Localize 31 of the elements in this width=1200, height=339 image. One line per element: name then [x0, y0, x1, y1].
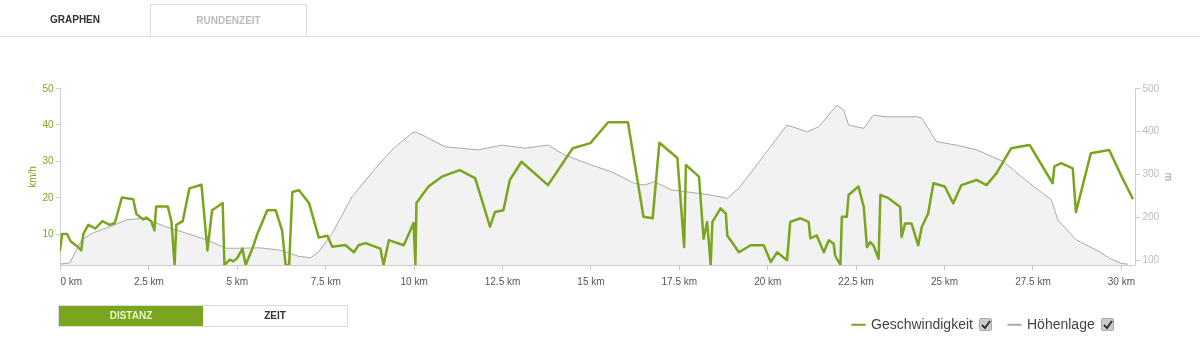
y-tick-label: 10	[42, 228, 54, 240]
y-tick-label: 40	[42, 118, 54, 130]
legend-label: Geschwindigkeit	[871, 315, 974, 332]
y-tick-label: 20	[42, 191, 54, 203]
y2-tick-label: 300	[1142, 168, 1160, 180]
y-tick-label: 50	[42, 82, 54, 94]
text: RUNDENZEIT	[150, 4, 307, 35]
x-tick-label: 5 km	[226, 275, 249, 287]
x-tick-label: 20 km	[754, 275, 782, 287]
y2-axis-title: m	[1163, 172, 1175, 182]
y2-tick-label: 500	[1142, 82, 1160, 94]
text: ZEIT	[263, 309, 287, 323]
x-tick-label: 10 km	[400, 275, 428, 287]
x-tick-label: 30 km	[1107, 275, 1135, 287]
x-tick-label: 7.5 km	[310, 275, 341, 287]
x-tick-label: 17.5 km	[661, 275, 698, 287]
y2-tick-label: 400	[1142, 125, 1160, 137]
y2-tick-label: 100	[1142, 254, 1160, 266]
x-tick-label: 0 km	[60, 275, 83, 287]
y2-tick-label: 200	[1142, 211, 1160, 223]
y-tick-label: 30	[42, 155, 54, 167]
x-tick-label: 27.5 km	[1015, 275, 1051, 287]
legend-label: Höhenlage	[1027, 315, 1095, 332]
text: DISTANZ	[59, 306, 203, 326]
y-axis-title: km/h	[27, 166, 39, 188]
x-tick-label: 22.5 km	[838, 275, 874, 287]
x-tick-label: 12.5 km	[484, 275, 521, 287]
x-tick-label: 15 km	[577, 275, 605, 287]
text: GRAPHEN	[0, 4, 150, 36]
x-tick-label: 25 km	[930, 275, 959, 287]
x-tick-label: 2.5 km	[133, 275, 164, 287]
